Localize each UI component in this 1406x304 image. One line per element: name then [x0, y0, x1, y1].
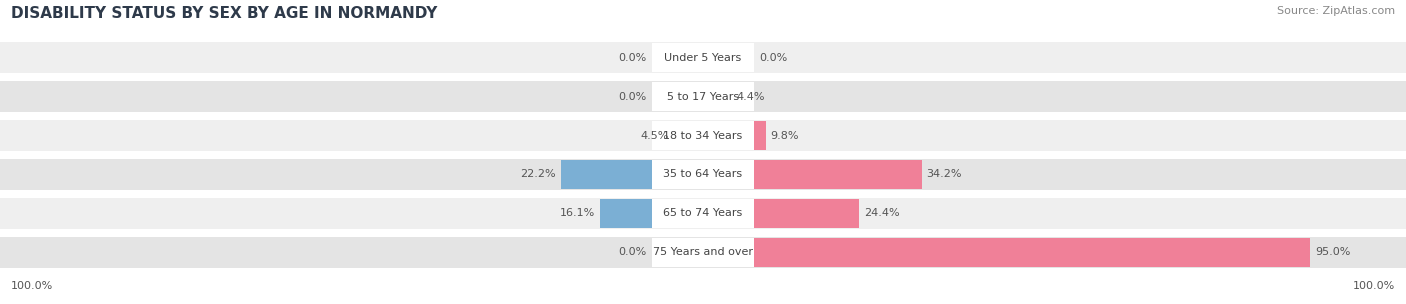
Bar: [0, 81, 1406, 112]
Bar: [703, 199, 859, 228]
Text: Source: ZipAtlas.com: Source: ZipAtlas.com: [1277, 6, 1395, 16]
Text: 5 to 17 Years: 5 to 17 Years: [666, 92, 740, 102]
Text: 34.2%: 34.2%: [927, 169, 962, 179]
Text: 9.8%: 9.8%: [770, 131, 799, 141]
Text: 100.0%: 100.0%: [1353, 281, 1395, 291]
Bar: [652, 238, 754, 267]
Bar: [652, 82, 754, 111]
Bar: [703, 82, 731, 111]
Text: 75 Years and over: 75 Years and over: [652, 247, 754, 257]
Text: 4.5%: 4.5%: [641, 131, 669, 141]
Bar: [675, 121, 703, 150]
Bar: [600, 199, 703, 228]
Text: 0.0%: 0.0%: [759, 53, 787, 63]
Bar: [703, 160, 921, 189]
Bar: [0, 159, 1406, 190]
Text: 0.0%: 0.0%: [619, 53, 647, 63]
Text: 16.1%: 16.1%: [560, 208, 595, 218]
Text: 18 to 34 Years: 18 to 34 Years: [664, 131, 742, 141]
Text: Under 5 Years: Under 5 Years: [665, 53, 741, 63]
Bar: [652, 199, 754, 228]
Bar: [0, 42, 1406, 73]
Text: 22.2%: 22.2%: [520, 169, 555, 179]
Text: 4.4%: 4.4%: [737, 92, 765, 102]
Text: DISABILITY STATUS BY SEX BY AGE IN NORMANDY: DISABILITY STATUS BY SEX BY AGE IN NORMA…: [11, 6, 437, 21]
Bar: [652, 121, 754, 150]
Bar: [652, 160, 754, 189]
Bar: [0, 198, 1406, 229]
Text: 0.0%: 0.0%: [619, 92, 647, 102]
Bar: [703, 121, 766, 150]
Bar: [703, 238, 1310, 267]
Text: 0.0%: 0.0%: [619, 247, 647, 257]
Text: 95.0%: 95.0%: [1315, 247, 1351, 257]
Bar: [0, 237, 1406, 268]
Text: 65 to 74 Years: 65 to 74 Years: [664, 208, 742, 218]
Bar: [0, 120, 1406, 151]
Text: 35 to 64 Years: 35 to 64 Years: [664, 169, 742, 179]
Bar: [561, 160, 703, 189]
Text: 100.0%: 100.0%: [11, 281, 53, 291]
Text: 24.4%: 24.4%: [865, 208, 900, 218]
Bar: [652, 43, 754, 72]
